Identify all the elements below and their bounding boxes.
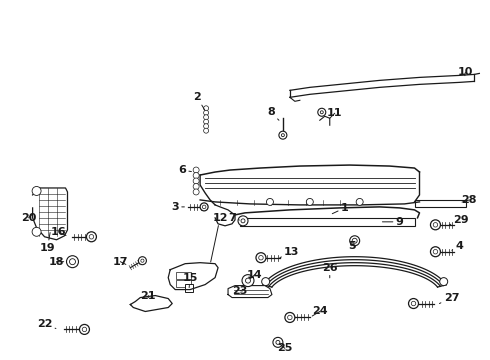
Circle shape (204, 110, 209, 115)
Text: 19: 19 (40, 233, 55, 253)
Text: 26: 26 (322, 263, 338, 278)
Text: 28: 28 (462, 195, 477, 205)
Circle shape (86, 232, 97, 242)
Circle shape (262, 278, 270, 285)
Text: 20: 20 (21, 213, 36, 223)
Circle shape (411, 301, 416, 306)
Circle shape (256, 253, 266, 263)
Text: 10: 10 (458, 67, 473, 77)
Text: 29: 29 (449, 215, 469, 225)
Circle shape (306, 198, 313, 206)
Circle shape (193, 167, 199, 173)
FancyBboxPatch shape (240, 218, 415, 226)
Circle shape (352, 238, 357, 243)
Text: 6: 6 (178, 165, 192, 175)
Text: 22: 22 (37, 319, 56, 329)
Text: 5: 5 (348, 241, 356, 251)
Circle shape (279, 131, 287, 139)
Circle shape (285, 312, 295, 323)
Circle shape (273, 337, 283, 347)
Text: 15: 15 (182, 273, 198, 288)
Circle shape (318, 108, 326, 116)
Text: 11: 11 (327, 108, 343, 118)
Text: 9: 9 (382, 217, 403, 227)
Text: 23: 23 (232, 285, 248, 296)
Circle shape (204, 119, 209, 124)
Circle shape (267, 198, 273, 206)
Circle shape (202, 205, 206, 209)
Text: 2: 2 (193, 92, 205, 110)
Circle shape (82, 327, 87, 332)
Circle shape (204, 128, 209, 133)
Text: 12: 12 (211, 213, 228, 262)
Circle shape (245, 278, 250, 283)
Circle shape (350, 236, 360, 246)
FancyBboxPatch shape (415, 200, 466, 207)
Bar (176, 272, 191, 279)
Circle shape (409, 298, 418, 309)
Circle shape (238, 216, 248, 226)
Circle shape (320, 111, 323, 114)
Circle shape (433, 222, 438, 227)
Circle shape (141, 259, 144, 262)
Circle shape (431, 247, 441, 257)
Circle shape (89, 234, 94, 239)
Text: 25: 25 (277, 343, 293, 354)
Text: 8: 8 (267, 107, 279, 120)
Text: 14: 14 (247, 270, 263, 280)
Circle shape (67, 256, 78, 268)
Text: 17: 17 (113, 257, 128, 267)
Circle shape (276, 340, 280, 345)
Circle shape (193, 178, 199, 184)
Circle shape (281, 134, 284, 137)
Circle shape (259, 256, 263, 260)
Circle shape (241, 219, 245, 223)
Text: 4: 4 (452, 241, 464, 251)
Circle shape (32, 186, 41, 195)
Text: 24: 24 (312, 306, 328, 316)
Text: 18: 18 (49, 257, 64, 267)
Circle shape (193, 172, 199, 179)
Text: 16: 16 (51, 227, 66, 237)
Circle shape (288, 315, 292, 320)
Circle shape (204, 115, 209, 120)
Circle shape (440, 278, 448, 285)
Circle shape (32, 227, 41, 236)
Circle shape (433, 249, 438, 254)
Text: 21: 21 (141, 291, 156, 301)
Circle shape (193, 184, 199, 189)
Circle shape (193, 189, 199, 195)
Text: 1: 1 (332, 203, 348, 214)
Text: 7: 7 (228, 213, 239, 223)
Circle shape (139, 257, 147, 265)
Circle shape (79, 324, 90, 334)
Circle shape (70, 259, 75, 265)
Text: 27: 27 (440, 293, 459, 303)
Circle shape (200, 203, 208, 211)
Circle shape (204, 106, 209, 111)
Text: 3: 3 (172, 202, 184, 212)
Text: 13: 13 (280, 247, 299, 258)
Circle shape (204, 124, 209, 129)
Bar (185, 284, 193, 292)
Circle shape (356, 198, 363, 206)
Bar (176, 280, 191, 287)
Circle shape (431, 220, 441, 230)
Circle shape (242, 275, 254, 287)
